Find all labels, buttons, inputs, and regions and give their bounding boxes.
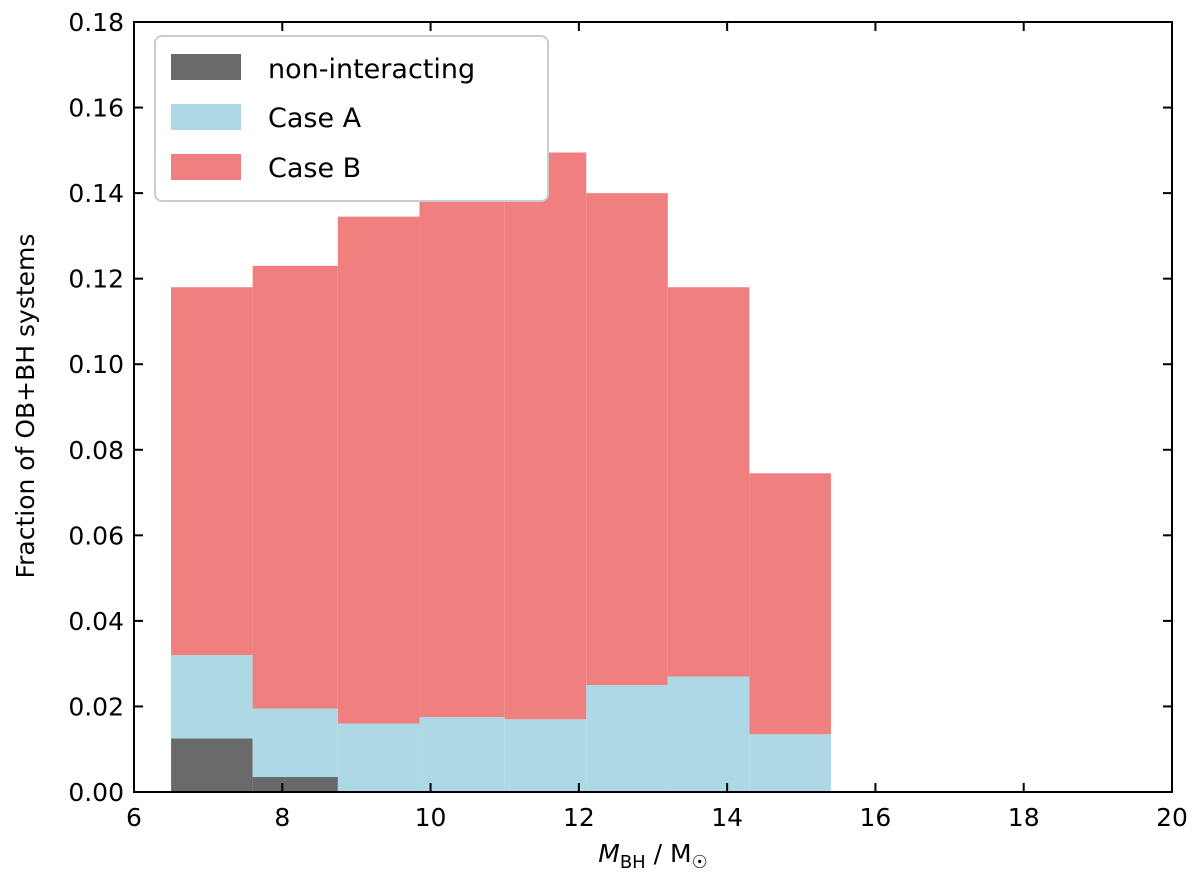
bar-case-b-7 xyxy=(749,473,831,735)
bar-case-a-7 xyxy=(749,734,831,792)
y-tick-label-0.10: 0.10 xyxy=(68,350,124,379)
x-tick-label-10: 10 xyxy=(415,803,447,832)
bar-case-b-6 xyxy=(667,287,750,677)
legend-label-case-a: Case A xyxy=(268,103,362,134)
bar-case-b-2 xyxy=(337,216,420,724)
ticks-layer xyxy=(133,21,1173,793)
legend-label-non-interacting: non-interacting xyxy=(268,54,475,85)
x-axis-label-main: M xyxy=(598,839,620,868)
bar-case-b-4 xyxy=(504,152,587,720)
x-axis-label-sun: ☉ xyxy=(692,852,708,873)
y-tick-label-0.16: 0.16 xyxy=(68,94,124,123)
bar-case-a-3 xyxy=(419,717,505,792)
x-tick-label-8: 8 xyxy=(274,803,290,832)
tick-labels-layer: 6 8 10 12 14 16 18 20 0.00 0.02 0.04 0.06 0.08 0.10 0.… xyxy=(68,8,1188,832)
y-tick-label-0.00: 0.00 xyxy=(68,778,124,807)
x-tick-label-16: 16 xyxy=(860,803,892,832)
legend-swatch-non-interacting xyxy=(171,54,241,80)
x-tick-label-12: 12 xyxy=(563,803,595,832)
bar-non-interacting-0 xyxy=(171,738,253,792)
legend-label-case-b: Case B xyxy=(268,153,361,184)
legend-swatch-case-b xyxy=(171,154,241,180)
bar-non-interacting-1 xyxy=(252,777,338,792)
x-tick-label-20: 20 xyxy=(1156,803,1188,832)
bar-case-b-1 xyxy=(252,265,338,709)
x-axis-label-sep: / M xyxy=(646,839,692,868)
y-tick-label-0.04: 0.04 xyxy=(68,607,124,636)
legend-swatch-case-a xyxy=(171,104,241,130)
y-tick-label-0.18: 0.18 xyxy=(68,8,124,37)
y-tick-label-0.14: 0.14 xyxy=(68,179,124,208)
bars-layer xyxy=(171,152,831,792)
y-tick-label-0.12: 0.12 xyxy=(68,265,124,294)
bar-case-a-2 xyxy=(337,723,420,792)
y-tick-label-0.06: 0.06 xyxy=(68,521,124,550)
plot-frame xyxy=(133,21,1173,793)
bar-case-a-0 xyxy=(171,655,253,739)
bar-case-b-3 xyxy=(419,188,505,718)
x-axis-label-sub: BH xyxy=(620,852,646,873)
legend-box xyxy=(154,35,549,202)
bar-case-a-6 xyxy=(667,676,750,792)
x-tick-label-18: 18 xyxy=(1008,803,1040,832)
y-tick-label-0.02: 0.02 xyxy=(68,692,124,721)
bar-case-b-5 xyxy=(586,193,668,686)
bar-case-a-4 xyxy=(504,719,587,792)
x-tick-label-6: 6 xyxy=(126,803,142,832)
y-tick-label-0.08: 0.08 xyxy=(68,436,124,465)
x-tick-label-14: 14 xyxy=(711,803,743,832)
bar-case-b-0 xyxy=(171,287,253,656)
x-axis-label: MBH / M☉ xyxy=(598,839,708,873)
legend: non-interacting Case A Case B xyxy=(154,35,549,202)
bar-case-a-5 xyxy=(586,685,668,792)
y-axis-label: Fraction of OB+BH systems xyxy=(11,234,40,579)
bar-case-a-1 xyxy=(252,708,338,778)
